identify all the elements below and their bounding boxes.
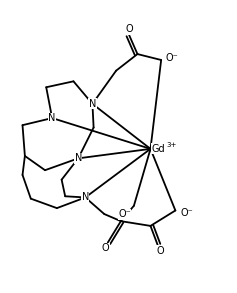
Text: Gd: Gd (152, 144, 165, 154)
Text: O: O (156, 246, 164, 256)
Text: 3+: 3+ (167, 142, 177, 148)
Text: N: N (89, 99, 96, 109)
Text: O: O (102, 243, 109, 253)
Text: N: N (74, 153, 82, 163)
Text: O⁻: O⁻ (118, 209, 131, 219)
Text: N: N (82, 193, 89, 202)
Text: O⁻: O⁻ (165, 53, 178, 63)
Text: O: O (125, 24, 133, 34)
Text: N: N (48, 113, 56, 123)
Text: O⁻: O⁻ (181, 208, 194, 218)
